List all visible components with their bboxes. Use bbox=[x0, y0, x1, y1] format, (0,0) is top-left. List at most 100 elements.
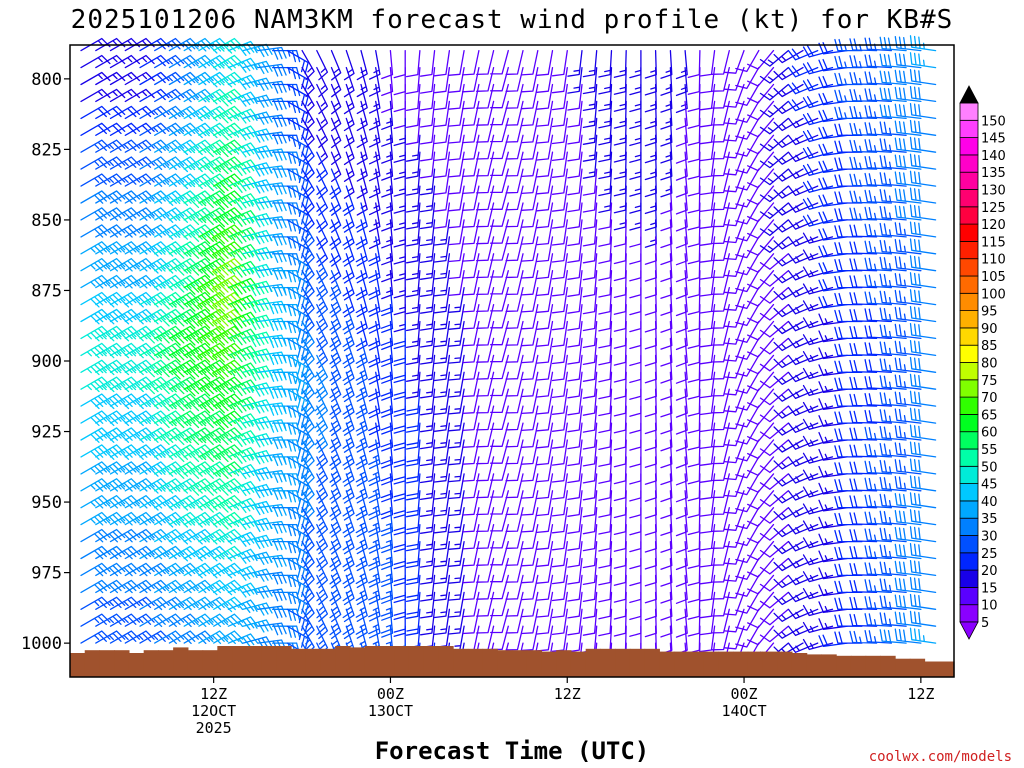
wind-barb bbox=[380, 507, 394, 537]
wind-barb bbox=[520, 388, 539, 415]
wind-barb bbox=[490, 253, 509, 278]
wind-barb bbox=[613, 490, 627, 519]
wind-barb bbox=[316, 168, 329, 199]
wind-barb bbox=[109, 342, 141, 359]
wind-barb bbox=[834, 275, 863, 289]
wind-barb bbox=[80, 562, 111, 577]
wind-barb bbox=[567, 439, 583, 467]
wind-barb bbox=[139, 478, 170, 494]
wind-barb bbox=[301, 439, 315, 470]
wind-barb bbox=[405, 270, 421, 298]
wind-barb bbox=[80, 207, 111, 221]
wind-barb bbox=[329, 608, 342, 640]
wind-barb bbox=[735, 540, 760, 564]
wind-barb bbox=[393, 66, 406, 96]
wind-barb bbox=[834, 242, 863, 255]
wind-barb bbox=[183, 274, 214, 295]
wind-barb bbox=[551, 253, 568, 280]
wind-barb bbox=[461, 439, 480, 465]
wind-barb bbox=[687, 371, 701, 400]
wind-barb bbox=[849, 359, 878, 373]
wind-barb bbox=[864, 562, 893, 577]
wind-barb bbox=[95, 545, 126, 560]
wind-barb bbox=[95, 241, 126, 255]
wind-barb bbox=[257, 97, 287, 111]
wind-barb bbox=[536, 185, 554, 212]
wind-barb bbox=[419, 83, 436, 111]
wind-barb bbox=[168, 88, 199, 103]
wind-barb bbox=[864, 37, 893, 52]
wind-barb bbox=[168, 393, 199, 412]
wind-barb bbox=[660, 473, 673, 503]
wind-barb bbox=[520, 303, 539, 330]
wind-barb bbox=[520, 83, 539, 110]
wind-barb bbox=[227, 633, 259, 647]
wind-barb bbox=[582, 388, 598, 416]
wind-barb bbox=[711, 168, 730, 194]
wind-barb bbox=[834, 157, 863, 170]
wind-barb bbox=[567, 100, 583, 128]
wind-barb bbox=[505, 507, 524, 533]
wind-barb bbox=[551, 574, 568, 602]
wind-barb bbox=[687, 625, 701, 654]
wind-barb bbox=[505, 608, 524, 634]
wind-barb bbox=[183, 461, 214, 479]
wind-barb bbox=[699, 456, 716, 483]
wind-barb bbox=[154, 88, 185, 103]
wind-barb bbox=[139, 596, 170, 611]
wind-barb bbox=[433, 523, 451, 551]
wind-barb bbox=[802, 418, 834, 430]
wind-barb bbox=[109, 528, 141, 543]
wind-barb bbox=[405, 608, 421, 636]
colorbar-label: 150 bbox=[981, 114, 1006, 129]
wind-barb bbox=[520, 354, 539, 381]
wind-barb bbox=[433, 337, 451, 365]
wind-barb bbox=[257, 385, 287, 399]
wind-barb bbox=[447, 540, 465, 567]
wind-barb bbox=[520, 100, 539, 127]
wind-barb bbox=[95, 596, 126, 610]
wind-barb bbox=[879, 595, 907, 610]
wind-barb bbox=[419, 405, 436, 433]
wind-barb bbox=[909, 119, 937, 136]
wind-barb bbox=[257, 402, 287, 416]
wind-barb bbox=[735, 100, 760, 123]
colorbar-cell bbox=[959, 189, 979, 208]
wind-barb bbox=[490, 337, 509, 363]
wind-barb bbox=[787, 625, 819, 637]
wind-barb bbox=[461, 388, 480, 415]
wind-barb bbox=[613, 354, 627, 383]
wind-barb bbox=[735, 49, 760, 73]
wind-barb bbox=[879, 459, 907, 475]
wind-barb bbox=[864, 629, 893, 644]
wind-barb bbox=[433, 591, 451, 619]
wind-barb bbox=[818, 499, 848, 512]
wind-barb bbox=[735, 219, 760, 242]
wind-barb bbox=[257, 436, 287, 450]
wind-barb bbox=[183, 54, 214, 69]
wind-barb bbox=[109, 156, 141, 170]
wind-barb bbox=[80, 528, 111, 543]
wind-barb bbox=[329, 490, 342, 521]
wind-barb bbox=[198, 224, 229, 245]
wind-barb bbox=[109, 105, 141, 120]
wind-barb bbox=[257, 520, 287, 534]
wind-barb bbox=[80, 71, 111, 86]
wind-barb bbox=[368, 490, 381, 520]
wind-barb bbox=[747, 168, 775, 189]
wind-barb bbox=[551, 134, 568, 162]
wind-barb bbox=[687, 219, 701, 248]
wind-barb bbox=[582, 422, 598, 450]
wind-barb bbox=[168, 105, 199, 120]
wind-barb bbox=[447, 83, 465, 110]
wind-barb bbox=[419, 134, 436, 162]
wind-barb bbox=[802, 384, 834, 397]
wind-barb bbox=[476, 557, 495, 583]
wind-barb bbox=[183, 190, 214, 209]
colorbar-cell bbox=[959, 552, 979, 571]
terrain-column bbox=[909, 658, 926, 677]
wind-barb bbox=[787, 151, 819, 163]
wind-barb bbox=[520, 66, 539, 93]
wind-barb bbox=[551, 168, 568, 195]
wind-barb bbox=[183, 630, 214, 645]
